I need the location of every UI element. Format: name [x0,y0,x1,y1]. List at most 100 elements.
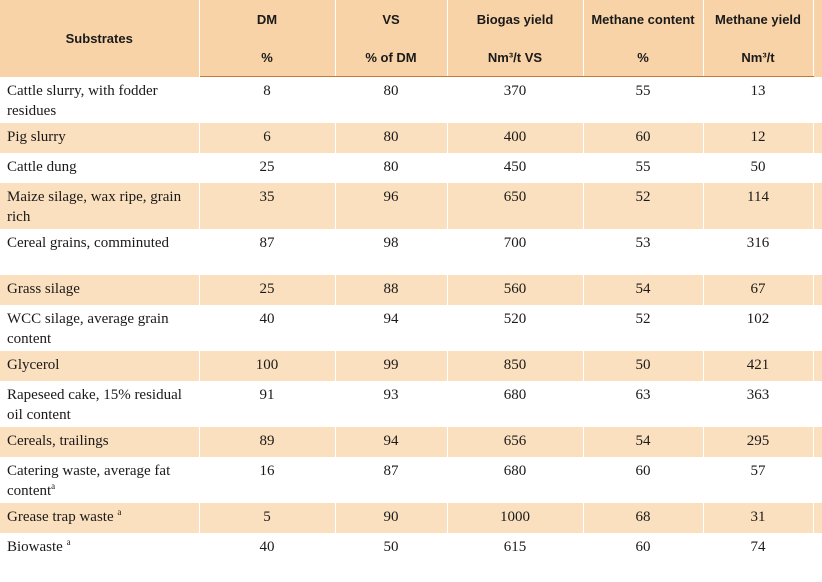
table-body: Cattle slurry, with fodder residues 8 80 37… [0,76,822,563]
header-methane-content: Methane content [583,0,704,38]
row-edge [813,76,822,123]
substrate-name-cell-text: Cereals, trailings [7,433,109,449]
vs-cell: 99 [335,351,448,381]
row-edge [813,427,822,457]
dm-cell: 100 [199,351,336,381]
biogas-yield-cell: 370 [447,76,584,123]
biogas-yield-cell: 1000 [447,503,584,533]
substrate-name-cell: Grease trap waste a [0,503,200,533]
methane-yield-cell-text: 50 [750,159,766,175]
vs-cell-text: 87 [383,463,399,479]
dm-cell: 5 [199,503,336,533]
methane-yield-cell-text: 114 [747,189,769,205]
header-biogas-yield: Biogas yield [447,0,584,38]
biogas-yield-cell: 850 [447,351,584,381]
substrate-name-cell-text: Glycerol [7,357,60,373]
vs-cell-text: 88 [383,281,399,297]
biogas-yield-cell: 560 [447,275,584,305]
table-row: Catering waste, average fat contenta 16 87… [0,457,822,503]
row-edge [813,351,822,381]
substrate-name-cell: Maize silage, wax ripe, grain rich [0,183,200,229]
table-row: Maize silage, wax ripe, grain rich 35 96 65… [0,183,822,229]
table-row: Cattle dung 25 80 450 55 50 [0,153,822,183]
substrate-name-cell-text: Cattle dung [7,159,77,175]
substrate-name-cell: Pig slurry [0,123,200,153]
vs-cell-text: 94 [383,433,399,449]
dm-cell-text: 8 [263,83,271,99]
vs-cell: 80 [335,123,448,153]
methane-content-cell: 54 [583,427,704,457]
dm-cell-text: 91 [259,387,275,403]
methane-content-cell: 55 [583,76,704,123]
substrate-name-cell: Cattle dung [0,153,200,183]
vs-cell-text: 93 [383,387,399,403]
dm-cell-text: 6 [263,129,271,145]
vs-cell: 80 [335,76,448,123]
methane-content-cell-text: 50 [635,357,651,373]
footnote-marker: a [117,507,122,517]
table-row: Biowaste a 40 50 615 60 74 [0,533,822,563]
substrate-name-cell-text: Maize silage, wax ripe, grain rich [7,189,182,225]
dm-cell: 87 [199,229,336,275]
methane-yield-cell-text: 12 [750,129,766,145]
methane-content-cell-text: 68 [635,509,651,525]
methane-content-cell: 60 [583,123,704,153]
dm-cell-text: 100 [255,357,279,373]
header-vs: VS [335,0,448,38]
row-edge [813,305,822,351]
vs-cell: 93 [335,381,448,427]
biogas-yield-cell: 615 [447,533,584,563]
substrate-name-cell: Grass silage [0,275,200,305]
table-row: Cattle slurry, with fodder residues 8 80 37… [0,76,822,123]
methane-content-cell-text: 60 [635,539,651,555]
methane-yield-cell-text: 31 [750,509,766,525]
methane-content-cell-text: 54 [635,433,651,449]
table-row: Pig slurry 6 80 400 60 12 [0,123,822,153]
dm-cell-text: 25 [259,159,275,175]
biogas-yield-cell-text: 650 [503,189,527,205]
biogas-yield-cell: 700 [447,229,584,275]
biogas-yield-cell-text: 680 [503,387,527,403]
dm-cell: 8 [199,76,336,123]
header-edge [813,0,822,77]
vs-cell: 96 [335,183,448,229]
vs-cell: 80 [335,153,448,183]
vs-cell-text: 80 [383,159,399,175]
methane-yield-cell-text: 74 [750,539,766,555]
dm-cell-text: 5 [263,509,271,525]
biogas-yield-cell: 450 [447,153,584,183]
table-row: Cereal grains, comminuted 87 98 700 53 316 [0,229,822,275]
table-row: WCC silage, average grain content 40 94 520… [0,305,822,351]
table-row: Grass silage 25 88 560 54 67 [0,275,822,305]
methane-content-cell-text: 55 [635,159,651,175]
table-row: Grease trap waste a 5 90 1000 68 31 [0,503,822,533]
methane-yield-cell-text: 316 [746,235,770,251]
dm-cell: 6 [199,123,336,153]
dm-cell-text: 40 [259,539,275,555]
header-methane-content-unit: % [583,38,704,77]
biogas-yield-cell-text: 680 [503,463,527,479]
footnote-marker: a [51,481,56,491]
methane-yield-cell: 421 [703,351,814,381]
methane-yield-cell-text: 295 [746,433,770,449]
substrate-name-cell: Rapeseed cake, 15% residual oil content [0,381,200,427]
methane-yield-cell: 12 [703,123,814,153]
row-edge [813,503,822,533]
methane-yield-cell: 67 [703,275,814,305]
methane-yield-cell: 13 [703,76,814,123]
methane-yield-cell: 295 [703,427,814,457]
methane-content-cell: 54 [583,275,704,305]
vs-cell-text: 96 [383,189,399,205]
dm-cell-text: 87 [259,235,275,251]
substrate-name-cell: Cereals, trailings [0,427,200,457]
header-dm-unit: % [199,38,336,77]
biogas-yield-cell-text: 520 [503,311,527,327]
biogas-yield-cell: 656 [447,427,584,457]
methane-yield-cell: 31 [703,503,814,533]
methane-content-cell-text: 52 [635,311,651,327]
biogas-yield-cell: 680 [447,381,584,427]
methane-content-cell: 52 [583,305,704,351]
methane-content-cell-text: 52 [635,189,651,205]
biogas-yield-cell-text: 450 [503,159,527,175]
